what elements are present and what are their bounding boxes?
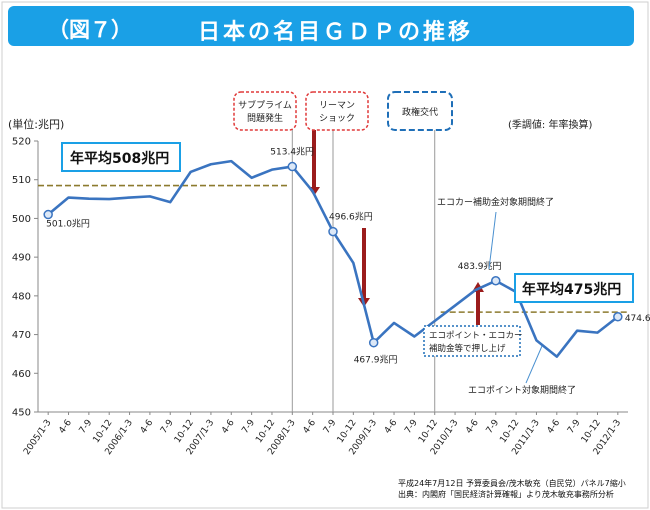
y-tick-label: 480 [12, 291, 31, 302]
x-tick-label: 7-9 [403, 418, 420, 436]
source-note: 平成24年7月12日 予算委員会/茂木敏充（自民党）パネル7縮小 出典：内閣府「… [398, 478, 626, 500]
ecopoint-end-pointer [525, 345, 543, 384]
y-tick-label: 500 [12, 214, 31, 225]
y-tick-label: 490 [12, 253, 31, 264]
data-point-marker [287, 161, 298, 172]
data-label: 483.9兆円 [458, 261, 502, 272]
lehman-line-1: リーマン [319, 101, 355, 111]
data-label: 496.6兆円 [329, 212, 373, 223]
season-label: (季調値: 年率換算) [508, 118, 592, 131]
x-tick-label: 7-9 [322, 418, 339, 436]
title-bar: （図７） 日本の名目ＧＤＰの推移 [8, 6, 634, 46]
y-tick-label: 450 [12, 408, 31, 419]
gov-change-box [387, 91, 453, 131]
data-point-marker [491, 276, 501, 286]
data-label: 513.4兆円 [270, 147, 314, 158]
data-label: 474.6兆円 [625, 313, 650, 324]
ecocar-end-text: エコカー補助金対象期間終了 [437, 196, 554, 208]
x-tick-label: 4-6 [220, 418, 237, 436]
data-point-marker [613, 312, 623, 322]
gov-change-text: 政権交代 [402, 106, 438, 118]
subprime-line-1: サブプライム [238, 99, 292, 111]
data-point-marker [328, 226, 338, 237]
figure-number: （図７） [48, 18, 132, 42]
ecopoint-boost-line-2: 補助金等で押し上げ [429, 343, 506, 354]
x-tick-label: 7-9 [78, 418, 95, 436]
y-tick-label: 510 [12, 175, 31, 186]
subprime-box [233, 91, 297, 131]
avg-475-callout [514, 273, 634, 303]
x-tick-label: 7-9 [159, 418, 176, 436]
data-point-marker [43, 209, 53, 220]
unit-label: (単位:兆円) [8, 117, 64, 131]
data-label: 501.0兆円 [46, 219, 90, 230]
chart-title: 日本の名目ＧＤＰの推移 [198, 20, 474, 45]
x-tick-label: 4-6 [301, 418, 318, 436]
source-line-2: 出典：内閣府「国民経済計算確報」より茂木敏充事務所分析 [398, 490, 614, 499]
x-tick-label: 4-6 [464, 418, 481, 436]
ecopoint-boost-box [423, 325, 521, 357]
x-tick-label: 4-6 [139, 418, 156, 436]
ecopoint-boost-line-1: エコポイント・エコカー [429, 331, 523, 341]
x-tick-label: 4-6 [546, 418, 563, 436]
avg-508-callout [61, 142, 181, 172]
subprime-line-2: 問題発生 [247, 112, 283, 124]
x-tick-label: 4-6 [57, 418, 74, 436]
data-label: 467.9兆円 [354, 355, 398, 366]
lehman-line-2: ショック [319, 113, 355, 124]
x-tick-label: 2005/1-3 [22, 418, 54, 457]
x-tick-label: 4-6 [383, 418, 400, 436]
avg-475-text: 年平均475兆円 [522, 281, 621, 298]
x-tick-label: 7-9 [485, 418, 502, 436]
y-tick-label: 460 [12, 369, 31, 380]
x-tick-label: 7-9 [240, 418, 257, 436]
lehman-box [305, 91, 369, 131]
ecopoint-end-text: エコポイント対象期間終了 [468, 384, 576, 396]
x-tick-label: 7-9 [566, 418, 583, 436]
source-line-1: 平成24年7月12日 予算委員会/茂木敏充（自民党）パネル7縮小 [398, 479, 626, 488]
data-point-marker [368, 337, 379, 348]
ecocar-end-pointer [488, 211, 497, 270]
avg-508-text: 年平均508兆円 [70, 150, 169, 167]
y-tick-label: 520 [12, 137, 31, 148]
y-tick-label: 470 [12, 330, 31, 341]
